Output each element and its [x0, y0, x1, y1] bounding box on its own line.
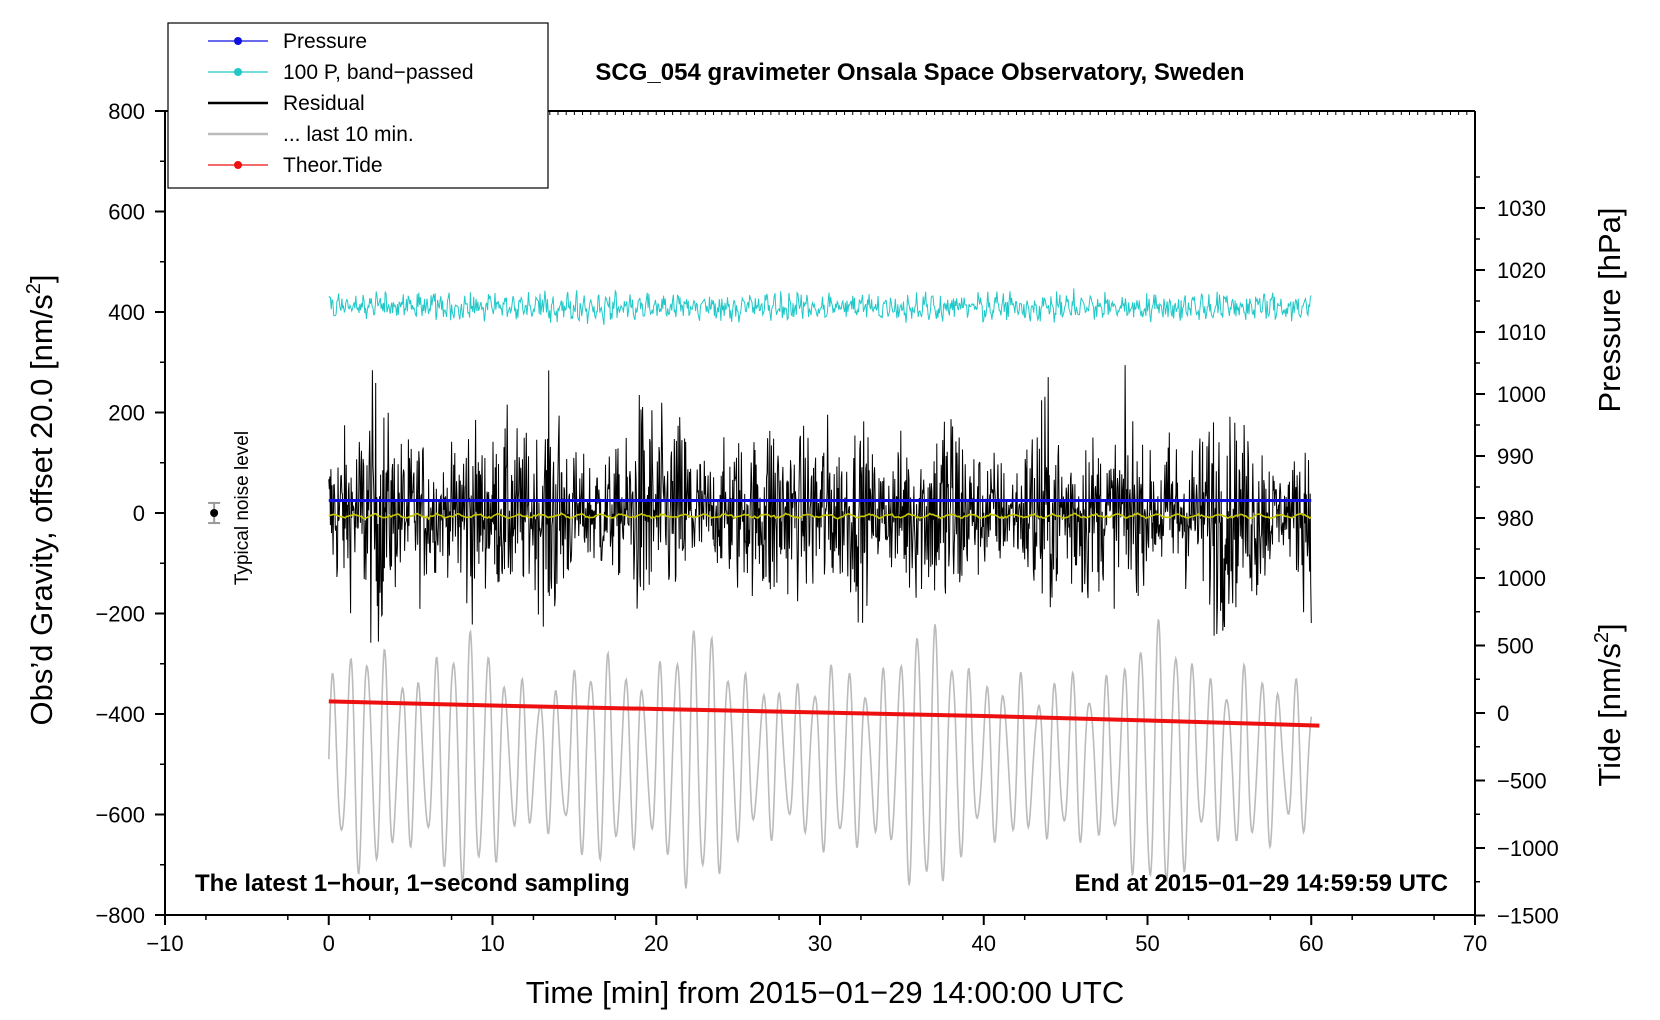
- x-tick-label: 0: [323, 931, 335, 956]
- pressure-tick-label: 1030: [1497, 196, 1546, 221]
- x-axis-label: Time [min] from 2015−01−29 14:00:00 UTC: [526, 975, 1125, 1010]
- y-tick-label: −400: [95, 702, 145, 727]
- tide-tick-label: 1000: [1497, 566, 1546, 591]
- legend: Pressure 100 P, band−passed Residual ... la…: [167, 22, 549, 189]
- pressure-tick-label: 1020: [1497, 258, 1546, 283]
- pressure-tick-label: 1010: [1497, 320, 1546, 345]
- last-10-min-series-line: [328, 619, 1313, 889]
- legend-entry-label: ... last 10 min.: [283, 123, 414, 146]
- legend-entry-label: Pressure: [283, 30, 367, 53]
- y-tick-label: 800: [108, 99, 145, 124]
- x-tick-label: −10: [146, 931, 183, 956]
- y-tick-label: −200: [95, 602, 145, 627]
- annotation-end-time: End at 2015−01−29 14:59:59 UTC: [1074, 870, 1448, 897]
- tide-tick-label: 0: [1497, 701, 1509, 726]
- pressure-axis-label: Pressure [hPa]: [1592, 207, 1627, 412]
- legend-entry-label: Residual: [283, 92, 365, 115]
- annotation-sampling: The latest 1−hour, 1−second sampling: [195, 870, 630, 897]
- x-tick-label: 30: [808, 931, 832, 956]
- pressure-tick-label: 980: [1497, 506, 1534, 531]
- y-tick-label: 600: [108, 200, 145, 225]
- tide-tick-label: −1000: [1497, 836, 1559, 861]
- legend-entry-label: 100 P, band−passed: [283, 61, 474, 84]
- y-tick-label: −800: [95, 903, 145, 928]
- axes-layer: −10 0 10 20 30 40 50 60 70−800−600−400−200020040…: [95, 99, 1558, 956]
- legend-swatch-marker: [234, 68, 242, 76]
- theoretical-tide-series-line: [328, 699, 1320, 728]
- bandpassed-pressure-series-line: [328, 288, 1312, 325]
- tide-tick-label: 500: [1497, 634, 1534, 659]
- residual-series-line: [328, 365, 1312, 643]
- x-tick-label: 10: [480, 931, 504, 956]
- noise-level-label: Typical noise level: [232, 431, 253, 585]
- pressure-tick-label: 1000: [1497, 382, 1546, 407]
- x-tick-label: 40: [972, 931, 996, 956]
- y-tick-label: −600: [95, 803, 145, 828]
- pressure-tick-label: 990: [1497, 444, 1534, 469]
- tide-axis-label: Tide [nm/s2]: [1591, 623, 1627, 786]
- x-tick-label: 60: [1299, 931, 1323, 956]
- y-tick-label: 200: [108, 401, 145, 426]
- tide-tick-label: −1500: [1497, 904, 1559, 929]
- noise-level-point: [210, 509, 219, 517]
- x-tick-label: 20: [644, 931, 668, 956]
- smoothed-residual-series-line: [328, 512, 1312, 521]
- x-tick-label: 70: [1463, 931, 1487, 956]
- legend-box: [167, 22, 549, 189]
- x-tick-label: 50: [1135, 931, 1159, 956]
- chart-title: SCG_054 gravimeter Onsala Space Observat…: [595, 59, 1244, 86]
- legend-swatch-marker: [234, 161, 242, 169]
- y-tick-label: 400: [108, 300, 145, 325]
- tide-tick-label: −500: [1497, 769, 1547, 794]
- y-axis-label: Obs’d Gravity, offset 20.0 [nm/s2]: [23, 274, 59, 725]
- series-layer: [208, 288, 1320, 889]
- legend-entry-label: Theor.Tide: [283, 154, 383, 177]
- legend-swatch-marker: [234, 37, 242, 45]
- y-tick-label: 0: [133, 501, 145, 526]
